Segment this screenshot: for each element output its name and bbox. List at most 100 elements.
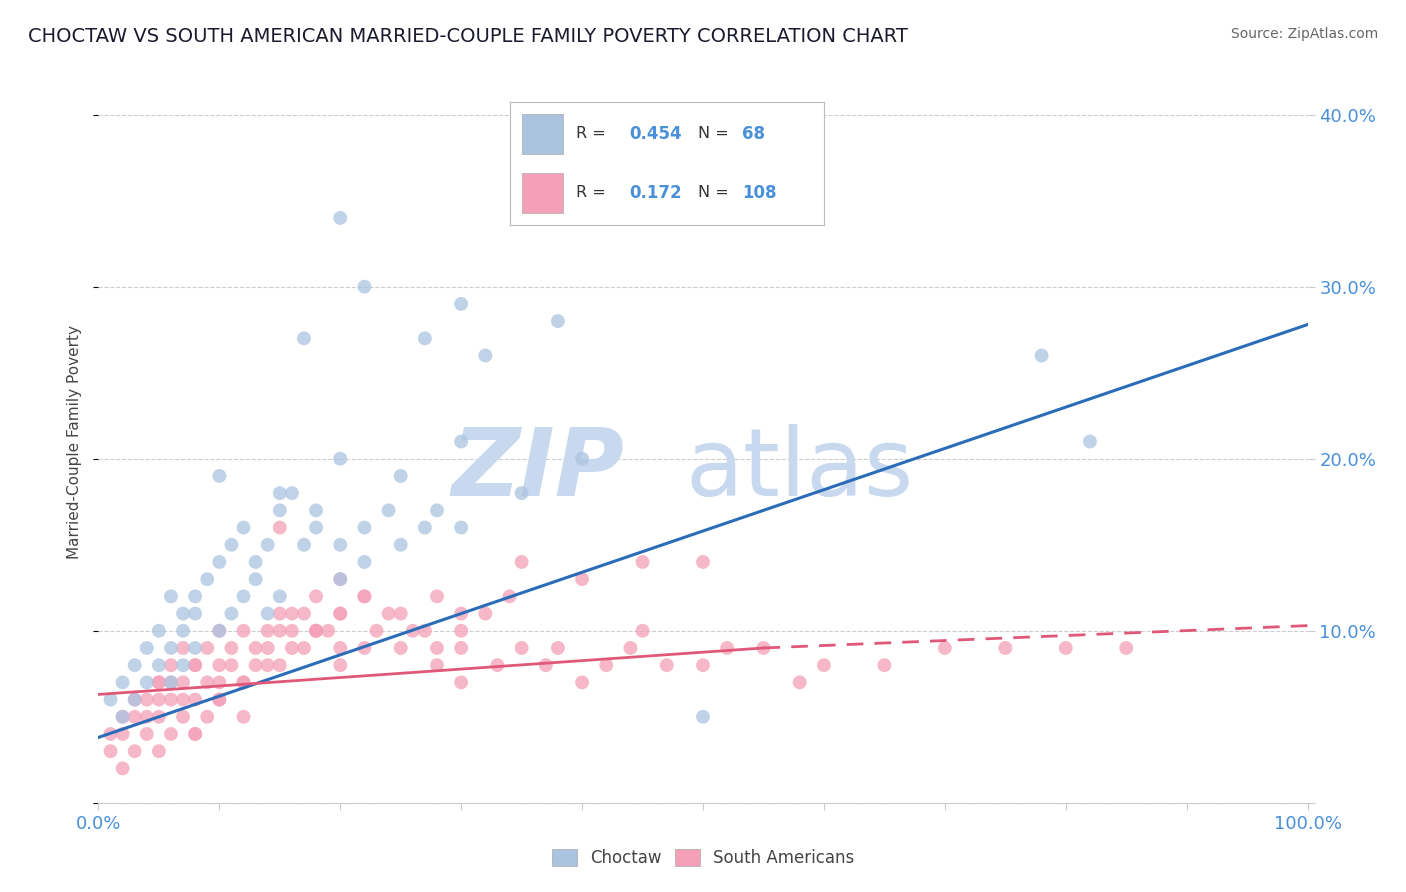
Point (571, 675, 593, 690)
Point (789, 675, 811, 690)
Point (353, 520, 375, 534)
Point (232, 710, 254, 724)
Point (208, 469, 231, 483)
Point (160, 675, 183, 690)
Point (813, 658, 835, 673)
Point (160, 640, 183, 655)
Text: Source: ZipAtlas.com: Source: ZipAtlas.com (1230, 27, 1378, 41)
Point (1054, 640, 1077, 655)
Point (195, 640, 218, 655)
Point (160, 658, 183, 673)
Point (172, 710, 194, 724)
Point (353, 590, 375, 604)
Point (245, 658, 267, 673)
Point (655, 658, 678, 673)
Point (184, 727, 207, 741)
Point (377, 503, 399, 517)
Point (269, 520, 291, 534)
Point (692, 658, 714, 673)
Point (148, 692, 170, 706)
Point (148, 675, 170, 690)
Point (450, 624, 472, 638)
Point (450, 520, 472, 534)
Point (245, 572, 267, 586)
Point (305, 590, 328, 604)
Point (135, 710, 157, 724)
Point (353, 555, 375, 569)
Point (292, 640, 315, 655)
Point (389, 640, 412, 655)
Point (256, 658, 278, 673)
Point (148, 624, 170, 638)
Point (1031, 349, 1053, 363)
Point (208, 675, 231, 690)
Point (571, 572, 593, 586)
Point (269, 607, 291, 621)
Point (208, 624, 231, 638)
Point (329, 538, 352, 552)
Point (353, 590, 375, 604)
Point (160, 590, 183, 604)
Point (281, 624, 304, 638)
Point (571, 451, 593, 466)
Point (547, 640, 569, 655)
Point (329, 451, 352, 466)
Point (474, 607, 496, 621)
Point (111, 710, 134, 724)
Point (292, 331, 315, 345)
Point (994, 640, 1017, 655)
Point (692, 555, 714, 569)
Point (135, 727, 157, 741)
Point (100, 744, 122, 758)
Point (208, 624, 231, 638)
Point (208, 692, 231, 706)
Point (389, 469, 412, 483)
Point (232, 590, 254, 604)
Point (692, 710, 714, 724)
Text: CHOCTAW VS SOUTH AMERICAN MARRIED-COUPLE FAMILY POVERTY CORRELATION CHART: CHOCTAW VS SOUTH AMERICAN MARRIED-COUPLE… (28, 27, 908, 45)
Point (184, 590, 207, 604)
Point (450, 434, 472, 449)
Point (172, 607, 194, 621)
Point (510, 555, 533, 569)
Point (135, 675, 157, 690)
Point (160, 692, 183, 706)
Point (329, 211, 352, 225)
Point (305, 624, 328, 638)
Y-axis label: Married-Couple Family Poverty: Married-Couple Family Poverty (67, 325, 83, 558)
Point (426, 658, 449, 673)
Point (426, 590, 449, 604)
Point (281, 640, 304, 655)
Point (184, 607, 207, 621)
Point (269, 658, 291, 673)
Point (172, 692, 194, 706)
Point (232, 520, 254, 534)
Point (305, 624, 328, 638)
Point (135, 692, 157, 706)
Point (111, 710, 134, 724)
Point (873, 658, 896, 673)
Point (389, 607, 412, 621)
Point (135, 640, 157, 655)
Legend: Choctaw, South Americans: Choctaw, South Americans (546, 842, 860, 874)
Point (474, 349, 496, 363)
Point (752, 640, 775, 655)
Point (269, 486, 291, 500)
Point (232, 675, 254, 690)
Point (221, 658, 243, 673)
Point (510, 640, 533, 655)
Point (329, 607, 352, 621)
Point (1078, 434, 1101, 449)
Point (245, 555, 267, 569)
Point (353, 640, 375, 655)
Point (111, 675, 134, 690)
Point (450, 607, 472, 621)
Point (195, 675, 218, 690)
Point (195, 710, 218, 724)
Text: atlas: atlas (686, 425, 914, 516)
Point (148, 658, 170, 673)
Point (184, 658, 207, 673)
Point (184, 640, 207, 655)
Point (124, 658, 146, 673)
Point (221, 607, 243, 621)
